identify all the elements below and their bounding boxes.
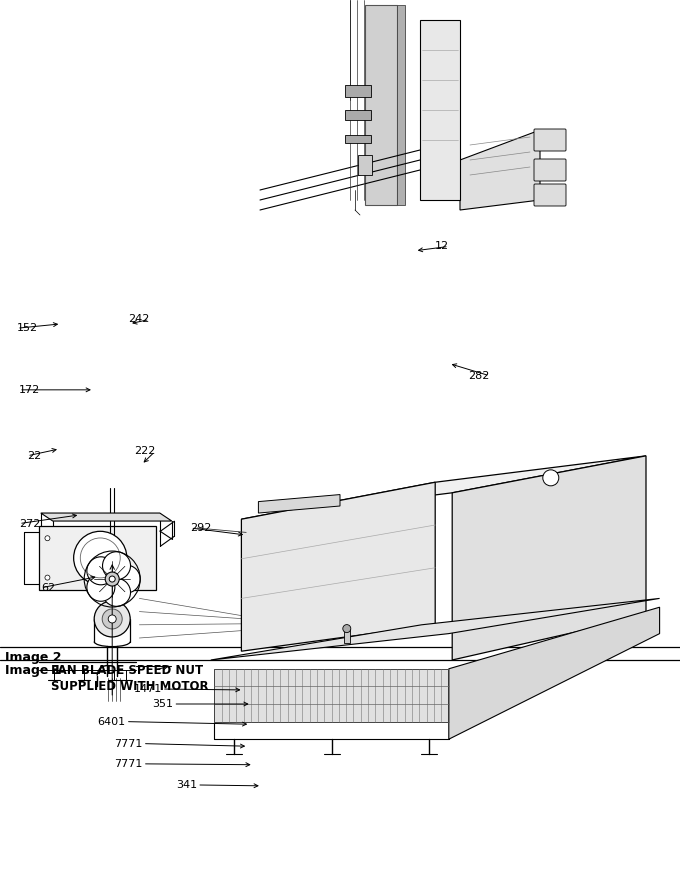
Polygon shape xyxy=(241,482,435,651)
Text: 351: 351 xyxy=(152,699,173,709)
Text: Image 1: Image 1 xyxy=(5,664,61,677)
Circle shape xyxy=(102,609,122,629)
Text: 6401: 6401 xyxy=(98,716,126,727)
Text: 282: 282 xyxy=(469,370,490,381)
Text: Image 2: Image 2 xyxy=(5,651,61,664)
Text: 7771: 7771 xyxy=(114,738,143,749)
Bar xyxy=(345,85,371,97)
Polygon shape xyxy=(258,495,340,513)
Circle shape xyxy=(105,572,119,586)
Text: 7771: 7771 xyxy=(114,759,143,769)
Circle shape xyxy=(343,625,351,633)
Text: 222: 222 xyxy=(134,446,155,457)
Bar xyxy=(39,526,156,590)
Circle shape xyxy=(73,532,127,584)
Text: 12: 12 xyxy=(435,241,449,252)
Text: 22: 22 xyxy=(27,451,41,461)
Circle shape xyxy=(95,601,130,637)
Text: 1471: 1471 xyxy=(133,684,162,694)
Polygon shape xyxy=(41,513,172,521)
Circle shape xyxy=(108,615,116,623)
Polygon shape xyxy=(449,607,660,739)
Bar xyxy=(397,5,405,205)
Circle shape xyxy=(87,557,115,585)
Polygon shape xyxy=(211,598,660,660)
Circle shape xyxy=(45,576,50,580)
FancyBboxPatch shape xyxy=(534,129,566,151)
Circle shape xyxy=(103,578,131,606)
Circle shape xyxy=(45,536,50,540)
Polygon shape xyxy=(452,456,646,660)
Circle shape xyxy=(112,565,140,593)
Circle shape xyxy=(109,576,115,582)
FancyBboxPatch shape xyxy=(534,159,566,181)
Bar xyxy=(344,628,350,642)
Text: 152: 152 xyxy=(17,323,38,334)
Bar xyxy=(214,669,449,722)
Polygon shape xyxy=(460,130,540,210)
Bar xyxy=(345,135,371,143)
Polygon shape xyxy=(241,456,646,519)
Circle shape xyxy=(543,470,559,486)
Bar xyxy=(365,5,397,205)
Text: 341: 341 xyxy=(176,780,197,790)
Text: 242: 242 xyxy=(129,314,150,325)
Circle shape xyxy=(87,573,115,601)
Circle shape xyxy=(103,552,131,580)
Text: 62: 62 xyxy=(41,583,55,593)
Bar xyxy=(358,155,372,175)
Bar xyxy=(345,110,371,120)
Text: 272: 272 xyxy=(19,518,40,529)
FancyBboxPatch shape xyxy=(534,184,566,206)
Text: 292: 292 xyxy=(190,523,211,533)
Text: SUPPLIED WITH MOTOR: SUPPLIED WITH MOTOR xyxy=(51,680,209,693)
Text: FAN BLADE SPEED NUT: FAN BLADE SPEED NUT xyxy=(51,664,203,678)
Text: 172: 172 xyxy=(19,385,40,395)
Bar xyxy=(420,20,460,200)
